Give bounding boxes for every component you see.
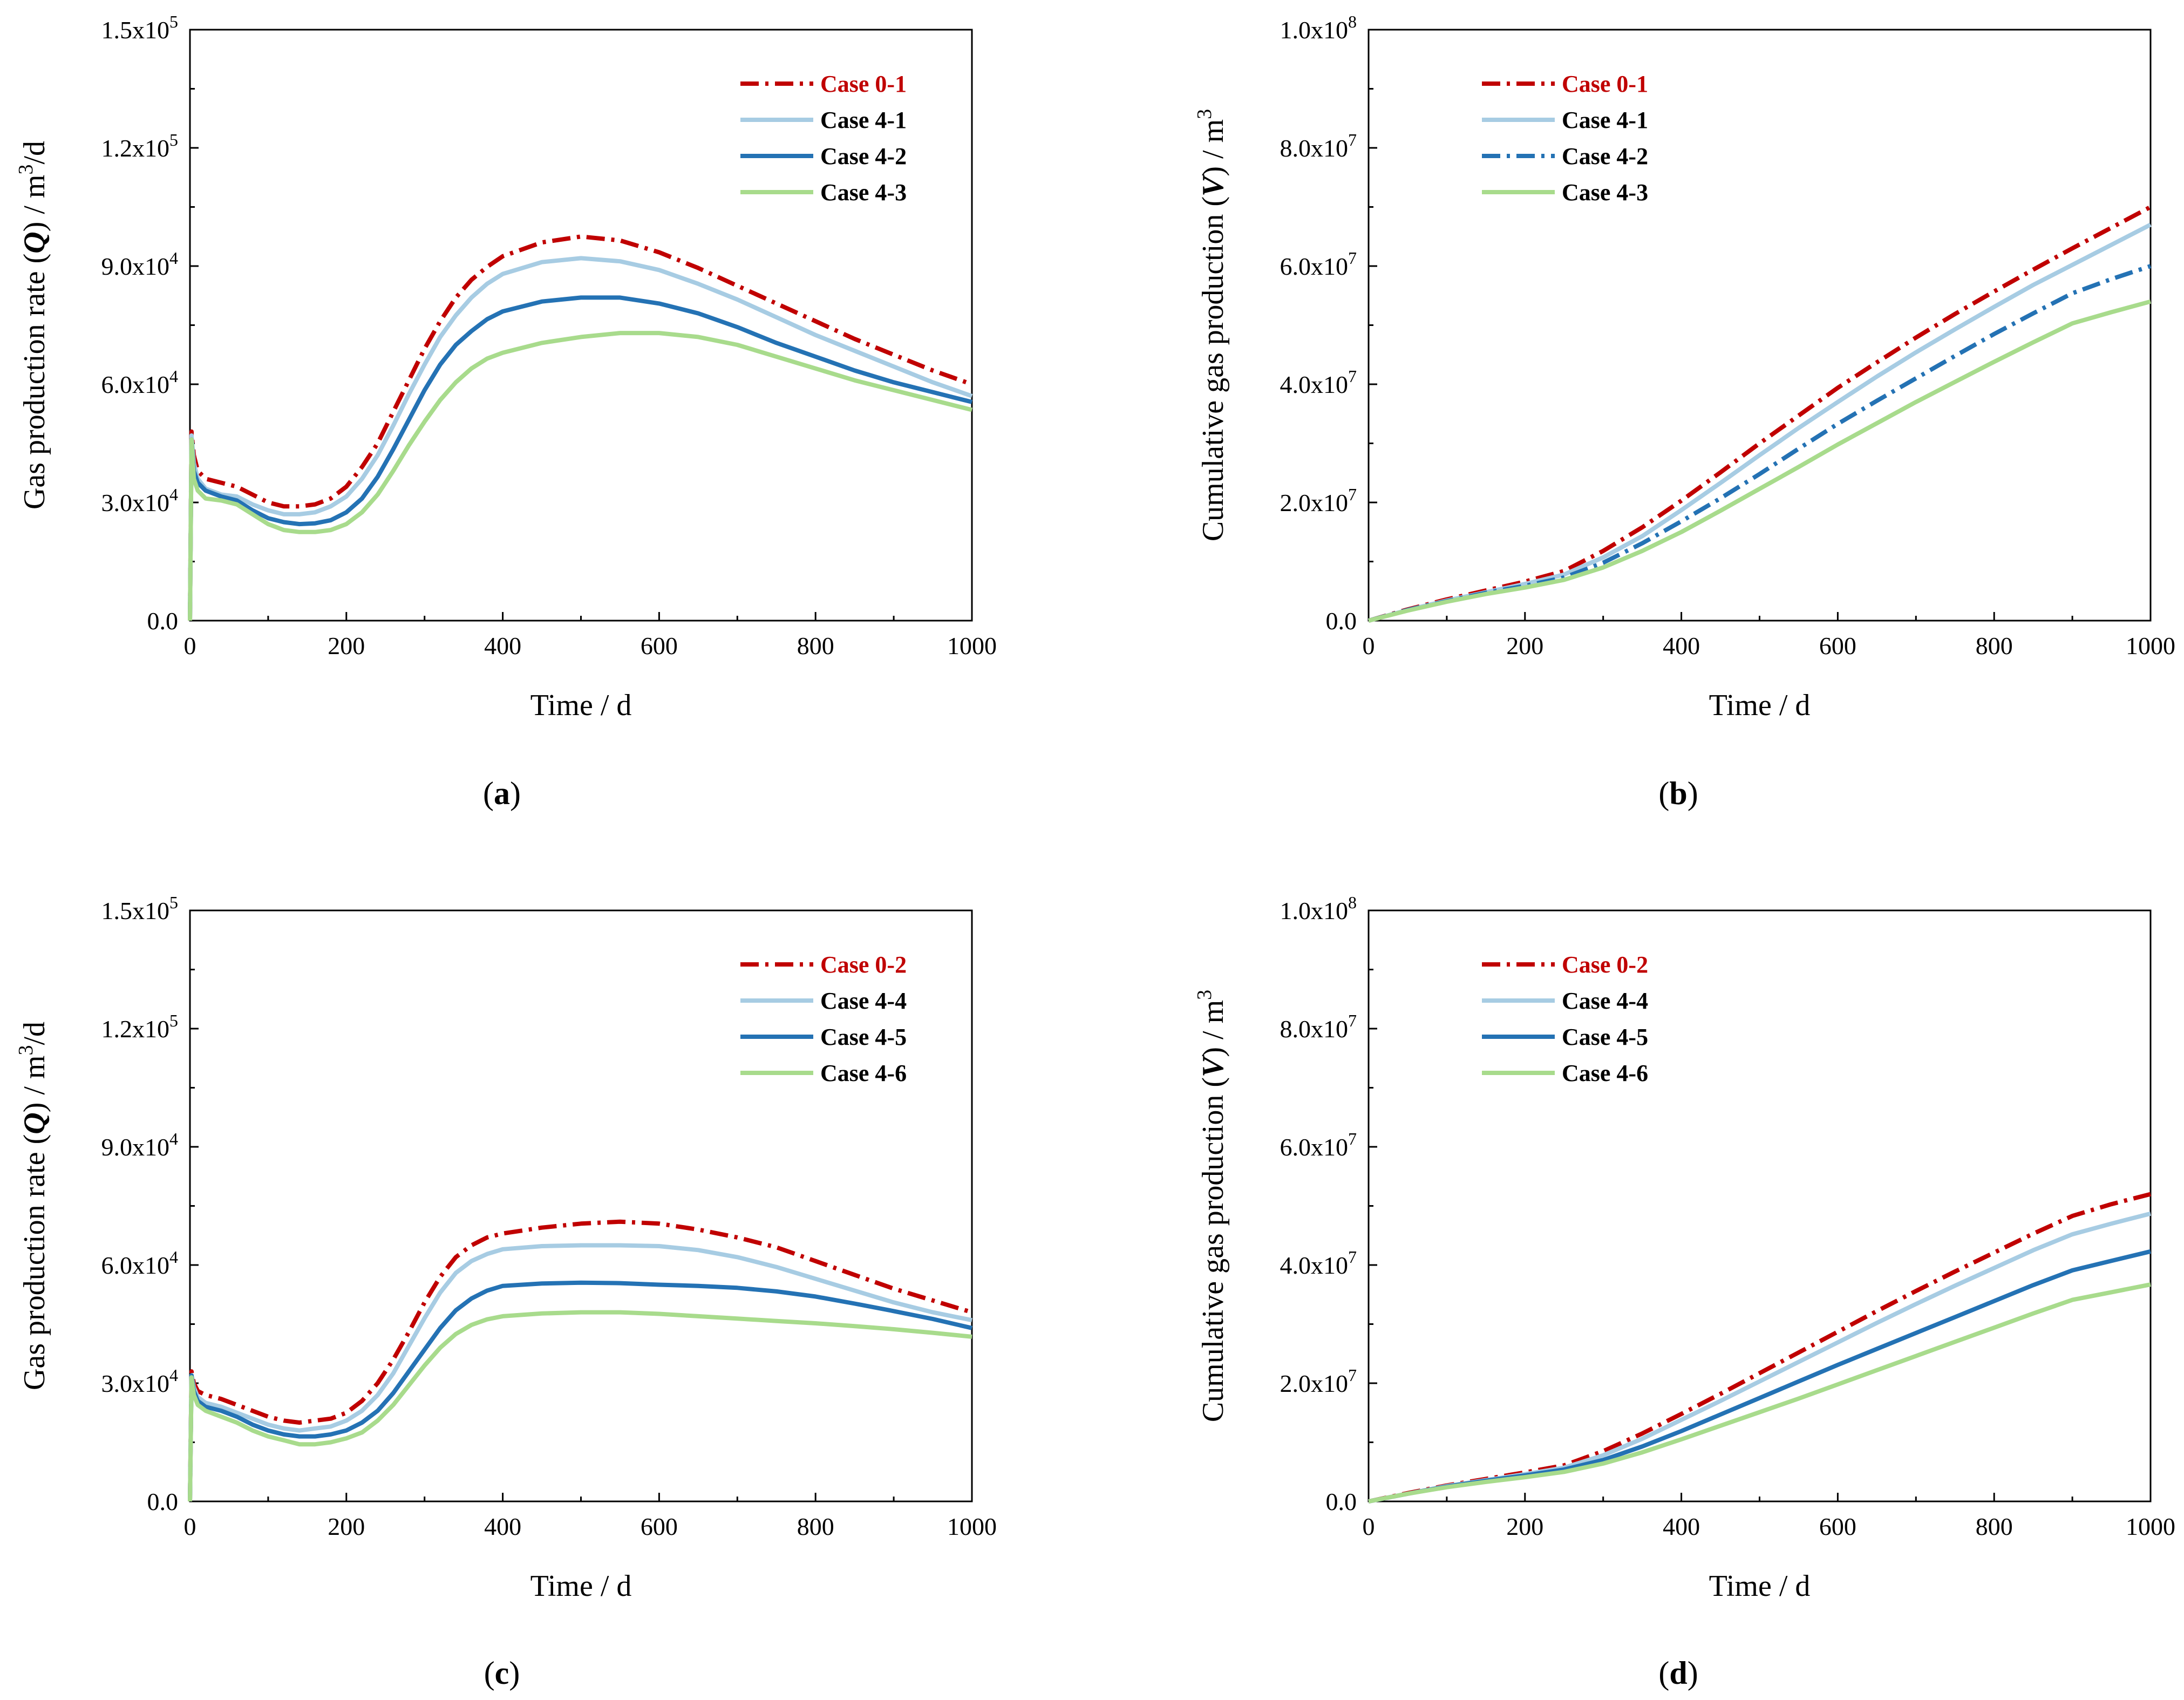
x-tick-label: 800	[797, 632, 834, 659]
y-tick-label: 3.0x104	[101, 485, 179, 516]
subfigure-caption: (b)	[1658, 776, 1698, 811]
x-tick-label: 400	[484, 632, 521, 659]
x-tick-label: 200	[328, 1513, 365, 1540]
legend-label: Case 4-5	[820, 1024, 907, 1050]
y-tick-label: 0.0	[147, 1488, 179, 1515]
legend-label: Case 4-6	[820, 1060, 907, 1086]
series-line-case-4-3	[188, 331, 972, 621]
subfigure-caption: (d)	[1658, 1655, 1698, 1691]
legend-label: Case 4-1	[820, 107, 907, 133]
x-tick-label: 600	[641, 632, 678, 659]
y-tick-label: 0.0	[1326, 607, 1357, 635]
y-tick-label: 8.0x107	[1280, 1011, 1357, 1043]
x-tick-label: 800	[1976, 632, 2013, 659]
x-tick-label: 800	[1976, 1513, 2013, 1540]
panel-d: 0 200 400 600 800 1000 0.0 2.0x107 4.0x107 6.0x10…	[1193, 893, 2175, 1691]
y-tick-label: 6.0x107	[1280, 1129, 1357, 1161]
legend-label: Case 4-2	[1562, 143, 1648, 169]
x-tick-label: 0	[184, 632, 196, 659]
x-tick-label: 800	[797, 1513, 834, 1540]
y-tick-label: 2.0x107	[1280, 1365, 1357, 1397]
y-tick-label: 8.0x107	[1280, 130, 1357, 162]
x-axis-label: Time / d	[530, 1569, 632, 1603]
x-tick-label: 600	[1819, 1513, 1856, 1540]
y-tick-label: 4.0x107	[1280, 1247, 1357, 1279]
y-tick-label: 3.0x104	[101, 1365, 179, 1397]
x-tick-label: 400	[484, 1513, 521, 1540]
panel-a: 0 200 400 600 800 1000 0.0 3.0x104 6.0x104 9.0x10…	[15, 12, 997, 811]
y-tick-label: 0.0	[1326, 1488, 1357, 1515]
x-tick-label: 0	[1363, 632, 1375, 659]
x-tick-label: 1000	[947, 632, 997, 659]
series-line-case-4-3	[1368, 299, 2152, 623]
x-tick-label: 600	[641, 1513, 678, 1540]
legend-label: Case 4-2	[820, 143, 907, 169]
legend-label: Case 4-3	[820, 179, 907, 206]
series-line-case-4-6	[188, 1310, 972, 1502]
x-axis-label: Time / d	[1709, 689, 1811, 722]
series-line-case-4-2	[1367, 264, 2152, 623]
y-tick-label: 6.0x104	[101, 366, 179, 398]
legend-label: Case 0-2	[1562, 951, 1648, 978]
series-line-case-0-1	[1367, 205, 2152, 623]
series-line-case-4-1	[1367, 222, 2152, 623]
series-line-case-4-4	[1368, 1211, 2151, 1504]
x-tick-label: 400	[1663, 1513, 1700, 1540]
y-tick-label: 6.0x107	[1280, 248, 1357, 280]
y-tick-label: 1.5x105	[101, 12, 179, 44]
legend-label: Case 0-2	[820, 951, 907, 978]
x-tick-label: 200	[328, 632, 365, 659]
y-tick-label: 9.0x104	[101, 248, 179, 280]
x-axis-label: Time / d	[1709, 1569, 1811, 1603]
y-tick-label: 4.0x107	[1280, 366, 1357, 398]
series-line-case-0-2	[1368, 1192, 2151, 1504]
x-tick-label: 1000	[947, 1513, 997, 1540]
y-tick-label: 9.0x104	[101, 1129, 179, 1161]
series-line-case-4-4	[188, 1243, 972, 1502]
x-tick-label: 200	[1506, 1513, 1543, 1540]
y-tick-label: 1.2x105	[101, 130, 179, 162]
legend-label: Case 0-1	[820, 71, 907, 97]
series-line-case-4-5	[188, 1280, 972, 1502]
series-line-case-4-1	[188, 256, 973, 621]
x-tick-label: 0	[1363, 1513, 1375, 1540]
y-axis-label: Gas production rate (Q) / m3/d	[15, 1022, 51, 1390]
y-tick-label: 1.2x105	[101, 1011, 179, 1043]
x-axis-label: Time / d	[530, 689, 632, 722]
series-line-case-0-2	[188, 1219, 973, 1502]
x-tick-label: 1000	[2126, 632, 2175, 659]
y-tick-label: 1.5x105	[101, 893, 179, 924]
x-tick-label: 1000	[2126, 1513, 2175, 1540]
legend-label: Case 0-1	[1562, 71, 1648, 97]
legend-label: Case 4-4	[820, 988, 907, 1014]
y-axis-label: Cumulative gas production (V) / m3	[1193, 990, 1230, 1422]
series-line-case-4-5	[1368, 1249, 2151, 1504]
series-line-case-0-1	[188, 234, 973, 621]
series-line-case-4-2	[188, 295, 972, 621]
y-tick-label: 0.0	[147, 607, 179, 635]
y-tick-label: 1.0x108	[1280, 893, 1357, 924]
y-tick-label: 6.0x104	[101, 1247, 179, 1279]
legend-label: Case 4-6	[1562, 1060, 1648, 1086]
panel-b: 0 200 400 600 800 1000 0.0 2.0x107 4.0x107 6.0x10…	[1193, 12, 2175, 811]
panel-c: 0 200 400 600 800 1000 0.0 3.0x104 6.0x104 9.0x10…	[15, 893, 997, 1691]
legend-label: Case 4-1	[1562, 107, 1648, 133]
x-tick-label: 400	[1663, 632, 1700, 659]
x-tick-label: 600	[1819, 632, 1856, 659]
series-line-case-4-6	[1368, 1282, 2151, 1504]
y-tick-label: 1.0x108	[1280, 12, 1357, 44]
x-tick-label: 200	[1506, 632, 1543, 659]
legend-label: Case 4-4	[1562, 988, 1648, 1014]
y-tick-label: 2.0x107	[1280, 485, 1357, 516]
y-axis-label: Gas production rate (Q) / m3/d	[15, 141, 51, 509]
legend-label: Case 4-5	[1562, 1024, 1648, 1050]
y-axis-label: Cumulative gas production (V) / m3	[1193, 109, 1230, 541]
legend-label: Case 4-3	[1562, 179, 1648, 206]
x-tick-label: 0	[184, 1513, 196, 1540]
subfigure-caption: (a)	[483, 776, 521, 811]
subfigure-caption: (c)	[484, 1655, 520, 1691]
